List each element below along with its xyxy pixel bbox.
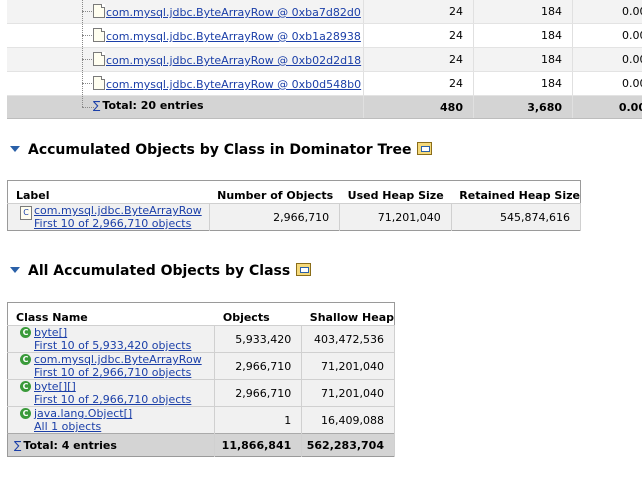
objects-cell: 2,966,710 (209, 203, 341, 231)
first-objects-link[interactable]: First 10 of 2,966,710 objects (34, 366, 192, 379)
table-row[interactable]: C java.lang.Object[] All 1 objects 1 16,… (7, 406, 395, 434)
percent-cell: 0.00% (572, 71, 642, 96)
total-shallow-heap: 562,283,704 (301, 433, 395, 457)
class-c-icon: C (20, 206, 32, 220)
table-row[interactable]: C com.mysql.jdbc.ByteArrayRow First 10 o… (7, 352, 395, 380)
collapse-triangle-icon[interactable] (10, 146, 20, 152)
column-header-retained-heap[interactable]: Retained Heap Size (451, 180, 581, 204)
object-file-icon (93, 76, 105, 90)
open-query-icon[interactable] (417, 142, 433, 155)
column-header-label[interactable]: Label (7, 180, 210, 204)
retained-heap-cell: 545,874,616 (451, 203, 582, 231)
objects-cell: 24 (363, 71, 474, 96)
table-row[interactable]: com.mysql.jdbc.ByteArrayRow @ 0xb1a28938… (7, 23, 642, 48)
first-objects-link[interactable]: All 1 objects (34, 420, 102, 433)
table-header-row: Class Name Objects Shallow Heap (7, 302, 395, 326)
total-percent: 0.00% (572, 95, 642, 119)
open-query-icon[interactable] (296, 263, 312, 276)
column-header-class-name[interactable]: Class Name (7, 302, 215, 326)
column-header-objects[interactable]: Number of Objects (209, 180, 340, 204)
tree-guide (82, 59, 94, 60)
objects-cell: 24 (363, 23, 474, 48)
objects-cell: 24 (363, 47, 474, 72)
class-c-icon: C (20, 381, 31, 392)
used-heap-cell: 71,201,040 (339, 203, 452, 231)
class-link[interactable]: byte[] (34, 326, 68, 339)
section-header-all-classes[interactable]: All Accumulated Objects by Class (10, 263, 312, 279)
objects-cell: 5,933,420 (214, 325, 303, 353)
object-file-icon (93, 52, 105, 66)
shallow-heap-cell: 71,201,040 (301, 379, 395, 407)
objects-table: com.mysql.jdbc.ByteArrayRow @ 0xba7d82d0… (7, 0, 642, 119)
tree-guide (82, 35, 94, 36)
object-file-icon (93, 28, 105, 42)
first-objects-link[interactable]: First 10 of 2,966,710 objects (34, 393, 192, 406)
shallow-heap-cell: 71,201,040 (301, 352, 395, 380)
shallow-heap-cell: 184 (473, 47, 573, 72)
column-header-used-heap[interactable]: Used Heap Size (339, 180, 452, 204)
object-link[interactable]: com.mysql.jdbc.ByteArrayRow @ 0xb0d548b0 (106, 78, 362, 91)
tree-guide (82, 107, 94, 108)
sigma-icon: ∑ (93, 99, 101, 112)
column-header-shallow-heap[interactable]: Shallow Heap (301, 302, 395, 326)
shallow-heap-cell: 403,472,536 (301, 325, 395, 353)
first-objects-link[interactable]: First 10 of 2,966,710 objects (34, 217, 192, 230)
shallow-heap-cell: 184 (473, 71, 573, 96)
objects-cell: 2,966,710 (214, 379, 303, 407)
objects-cell: 2,966,710 (214, 352, 303, 380)
table-row[interactable]: C com.mysql.jdbc.ByteArrayRow First 10 o… (7, 203, 582, 231)
table-row[interactable]: C byte[][] First 10 of 2,966,710 objects… (7, 379, 395, 407)
object-link[interactable]: com.mysql.jdbc.ByteArrayRow @ 0xba7d82d0 (106, 6, 361, 19)
total-row: ∑ Total: 4 entries 11,866,841 562,283,704 (7, 433, 395, 457)
total-row: ∑Total: 20 entries 480 3,680 0.00% (7, 95, 642, 119)
section-title: Accumulated Objects by Class in Dominato… (28, 142, 412, 158)
sigma-icon: ∑ (14, 438, 22, 452)
objects-cell: 1 (214, 406, 303, 434)
class-link[interactable]: byte[][] (34, 380, 76, 393)
class-c-icon: C (20, 354, 31, 365)
total-shallow-heap: 3,680 (473, 95, 573, 119)
first-objects-link[interactable]: First 10 of 5,933,420 objects (34, 339, 192, 352)
tree-guide (82, 83, 94, 84)
total-objects: 11,866,841 (214, 433, 303, 457)
section-title: All Accumulated Objects by Class (28, 263, 291, 279)
table-row[interactable]: com.mysql.jdbc.ByteArrayRow @ 0xba7d82d0… (7, 0, 642, 24)
class-link[interactable]: java.lang.Object[] (34, 407, 133, 420)
class-link[interactable]: com.mysql.jdbc.ByteArrayRow (34, 353, 202, 366)
column-header-objects[interactable]: Objects (214, 302, 302, 326)
total-label: Total: 4 entries (23, 438, 117, 452)
all-classes-table: Class Name Objects Shallow Heap C byte[]… (7, 302, 395, 457)
percent-cell: 0.00% (572, 0, 642, 24)
total-label: Total: 20 entries (102, 99, 204, 112)
shallow-heap-cell: 16,409,088 (301, 406, 395, 434)
collapse-triangle-icon[interactable] (10, 267, 20, 273)
class-c-icon: C (20, 327, 31, 338)
class-link[interactable]: com.mysql.jdbc.ByteArrayRow (34, 204, 202, 217)
table-row[interactable]: C byte[] First 10 of 5,933,420 objects 5… (7, 325, 395, 353)
dominator-class-table: Label Number of Objects Used Heap Size R… (7, 180, 582, 231)
tree-guide (82, 11, 94, 12)
section-header-dominator[interactable]: Accumulated Objects by Class in Dominato… (10, 142, 433, 158)
percent-cell: 0.00% (572, 47, 642, 72)
shallow-heap-cell: 184 (473, 23, 573, 48)
percent-cell: 0.00% (572, 23, 642, 48)
objects-cell: 24 (363, 0, 474, 24)
shallow-heap-cell: 184 (473, 0, 573, 24)
table-header-row: Label Number of Objects Used Heap Size R… (7, 180, 581, 204)
object-file-icon (93, 4, 105, 18)
table-row[interactable]: com.mysql.jdbc.ByteArrayRow @ 0xb0d548b0… (7, 71, 642, 96)
table-row[interactable]: com.mysql.jdbc.ByteArrayRow @ 0xb02d2d18… (7, 47, 642, 72)
tree-guide (82, 96, 83, 107)
total-objects: 480 (363, 95, 474, 119)
object-link[interactable]: com.mysql.jdbc.ByteArrayRow @ 0xb02d2d18 (106, 54, 362, 67)
class-c-icon: C (20, 408, 31, 419)
object-link[interactable]: com.mysql.jdbc.ByteArrayRow @ 0xb1a28938 (106, 30, 361, 43)
